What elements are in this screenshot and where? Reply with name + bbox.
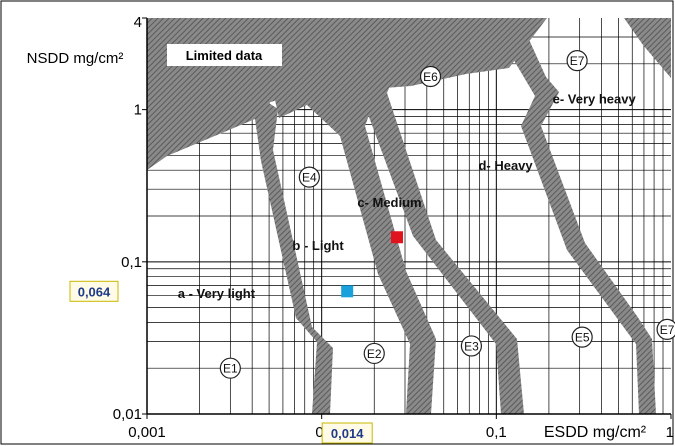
highlight-values: 0,064 0,014 [69,280,373,444]
site-marker-e4: E4 [298,166,320,188]
region-label-d: d- Heavy [478,158,533,173]
x-tick-label: 0,001 [128,424,166,441]
svg-text:E2: E2 [367,347,382,361]
region-label-b: b - Light [292,238,344,253]
boundary-band-de [496,22,656,414]
site-marker-e6: E6 [419,65,442,88]
boundary-band-cd [362,22,524,414]
highlight-y-value: 0,064 [69,280,119,302]
svg-text:0,014: 0,014 [331,426,364,441]
region-label-c: c- Medium [357,195,421,210]
site-marker-e1: E1 [219,357,241,379]
y-tick-label: 0,1 [121,254,142,271]
site-marker-e7: E7 [656,318,675,340]
boundary-bands [147,18,671,414]
site-marker-e3: E3 [460,335,483,357]
svg-text:E7: E7 [660,323,675,337]
limited-data-label: Limited data [186,48,263,63]
y-tick-labels: 0,01 0,1 1 4 [113,14,147,423]
site-marker-e5: E5 [571,326,593,348]
svg-text:E4: E4 [302,171,317,185]
boundary-band-bc [275,68,436,414]
data-point-2 [391,231,404,244]
site-marker-e2: E2 [363,342,385,365]
svg-text:E5: E5 [575,331,590,345]
svg-text:E1: E1 [223,362,238,376]
x-tick-label: 1 [666,424,674,441]
x-axis-label: ESDD mg/cm² [544,424,647,441]
x-tick-label: 0,1 [486,424,507,441]
region-label-a: a - Very light [178,286,256,301]
x-tick-labels: 0,001 0, 0,1 1 [128,414,674,441]
boundary-band-ab [147,92,333,414]
svg-text:E7: E7 [570,54,585,68]
axes [146,18,671,415]
y-tick-label: 0,01 [113,406,142,423]
data-points [341,231,404,298]
svg-text:E6: E6 [423,70,438,84]
region-label-e: e- Very heavy [553,91,637,106]
y-tick-label: 4 [134,14,142,31]
highlight-x-value: 0,014 [321,422,373,444]
boundary-band-corner [624,18,671,78]
site-markers: E1 E2 E3 E4 E5 E6 E7 E7 [219,49,675,379]
region-labels: a - Very light b - Light c- Medium d- Heavy… [178,91,637,300]
svg-text:E3: E3 [464,339,479,353]
limited-data-box: Limited data [167,44,282,66]
y-axis-label: NSDD mg/cm² [27,50,124,67]
y-tick-label: 1 [134,102,142,119]
site-marker-e7: E7 [566,49,588,72]
data-point-1 [341,285,354,298]
svg-text:0,064: 0,064 [78,284,111,299]
